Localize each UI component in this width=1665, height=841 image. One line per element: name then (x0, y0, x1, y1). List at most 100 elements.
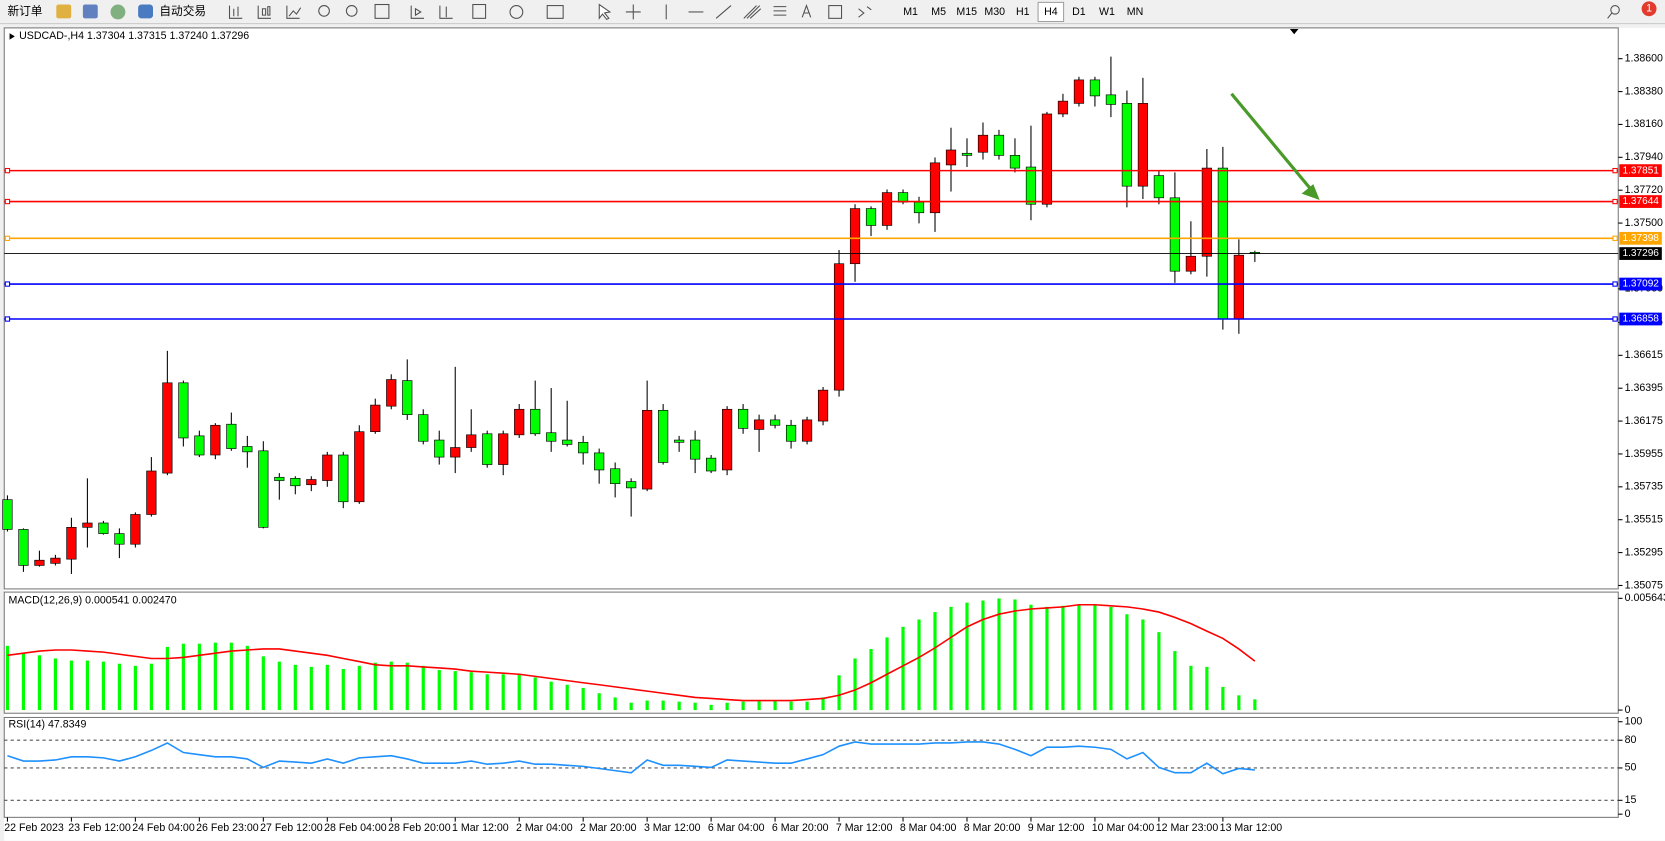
candle-body (66, 527, 77, 560)
search-icon[interactable] (1607, 12, 1613, 19)
icon[interactable] (858, 6, 872, 18)
x-tick-label: 2 Mar 04:00 (516, 822, 573, 834)
timeframe-button[interactable]: M5 (931, 6, 946, 18)
icon[interactable] (828, 5, 843, 19)
candle-body (578, 441, 589, 454)
candle-body (626, 481, 637, 489)
histogram-bar (1205, 666, 1209, 711)
x-tick-label: 1 Mar 12:00 (452, 822, 509, 834)
candle-body (2, 499, 13, 530)
candle-body (386, 379, 397, 407)
icon[interactable] (286, 5, 302, 19)
timeframe-button[interactable]: M30 (984, 6, 1005, 18)
histogram-bar (53, 658, 58, 711)
icon[interactable] (509, 5, 524, 19)
x-tick-label: 3 Mar 12:00 (644, 822, 701, 834)
histogram-bar (389, 661, 393, 711)
notification-badge[interactable] (1641, 1, 1657, 17)
histogram-bar (373, 662, 377, 711)
icon[interactable] (374, 3, 390, 19)
icon[interactable] (598, 3, 612, 21)
candle-body (1057, 100, 1069, 115)
histogram-bar (1173, 651, 1177, 711)
icon[interactable] (439, 5, 453, 19)
candle-body (1169, 197, 1180, 272)
search-icon[interactable] (1610, 5, 1620, 15)
candle-body (498, 433, 509, 465)
icon[interactable] (546, 5, 564, 19)
x-tick-label: 28 Feb 20:00 (388, 822, 451, 834)
candle-body (801, 419, 813, 442)
histogram-bar (469, 672, 473, 711)
histogram-bar (117, 663, 121, 711)
candle-body (833, 263, 845, 391)
icon[interactable] (801, 4, 812, 18)
candle-body (18, 529, 29, 566)
icon[interactable] (318, 5, 330, 17)
icon[interactable] (773, 6, 787, 16)
icon[interactable] (56, 4, 72, 19)
histogram-bar (1077, 604, 1081, 711)
icon[interactable] (82, 4, 98, 19)
timeframe-button[interactable]: H4 (1044, 6, 1058, 18)
indicator-line (7, 741, 1255, 775)
candle-body (466, 434, 477, 448)
icon[interactable] (743, 5, 762, 19)
histogram-bar (933, 612, 937, 711)
icon[interactable] (228, 5, 243, 19)
candle-body (450, 447, 461, 458)
candle-body (546, 432, 557, 442)
macd-panel (3, 591, 1619, 714)
histogram-bar (245, 645, 249, 711)
x-tick-label: 8 Mar 04:00 (900, 822, 957, 834)
icon[interactable] (472, 3, 487, 19)
histogram-bar (981, 600, 985, 711)
icon[interactable] (257, 5, 271, 19)
icon[interactable] (138, 4, 154, 19)
icon[interactable] (625, 4, 641, 20)
icon[interactable] (110, 4, 126, 20)
histogram-bar (533, 677, 537, 711)
y-tick-label: 1.35295 (1625, 546, 1663, 558)
toolbar: 新订单 自动交易 (0, 0, 1665, 25)
price-label-bg (1619, 312, 1662, 326)
icon[interactable] (345, 5, 358, 17)
histogram-bar (133, 665, 137, 711)
new-order-button[interactable]: 新订单 (7, 4, 42, 18)
histogram-bar (325, 664, 329, 711)
candle-body (690, 439, 701, 460)
histogram-bar (629, 702, 633, 711)
candle-body (594, 452, 605, 471)
histogram-bar (1013, 599, 1017, 711)
histogram-bar (21, 653, 26, 711)
candle-body (354, 431, 365, 503)
auto-trading-button[interactable]: 自动交易 (159, 4, 206, 18)
price-label-bg (1619, 231, 1662, 245)
y-tick-label: 1.35515 (1625, 514, 1663, 526)
line-handle (4, 198, 11, 205)
timeframe-button[interactable]: M15 (956, 6, 977, 18)
timeframe-button[interactable]: M1 (903, 6, 918, 18)
candle-body (913, 201, 925, 214)
timeframe-button[interactable]: MN (1127, 6, 1144, 18)
icon[interactable] (410, 5, 424, 19)
timeframe-button[interactable]: D1 (1072, 6, 1086, 18)
candle-body (194, 435, 205, 456)
line-handle (1612, 316, 1618, 322)
timeframe-button[interactable]: W1 (1099, 6, 1115, 18)
histogram-bar (965, 602, 969, 711)
price-label: 1.37644 (1622, 196, 1659, 207)
histogram-bar (805, 701, 809, 711)
icon[interactable] (715, 5, 732, 19)
x-tick-label: 7 Mar 12:00 (836, 822, 893, 834)
candle-body (178, 382, 189, 439)
x-tick-label: 6 Mar 20:00 (772, 822, 829, 834)
histogram-bar (485, 674, 489, 711)
y-tick-label: 0.005643 (1625, 592, 1665, 604)
y-tick-label: 1.37500 (1625, 217, 1663, 229)
line-handle (1612, 235, 1618, 241)
candle-body (993, 134, 1005, 156)
price-label-bg (1619, 247, 1662, 260)
timeframe-button[interactable]: H1 (1016, 6, 1030, 18)
candle-body (226, 423, 237, 449)
